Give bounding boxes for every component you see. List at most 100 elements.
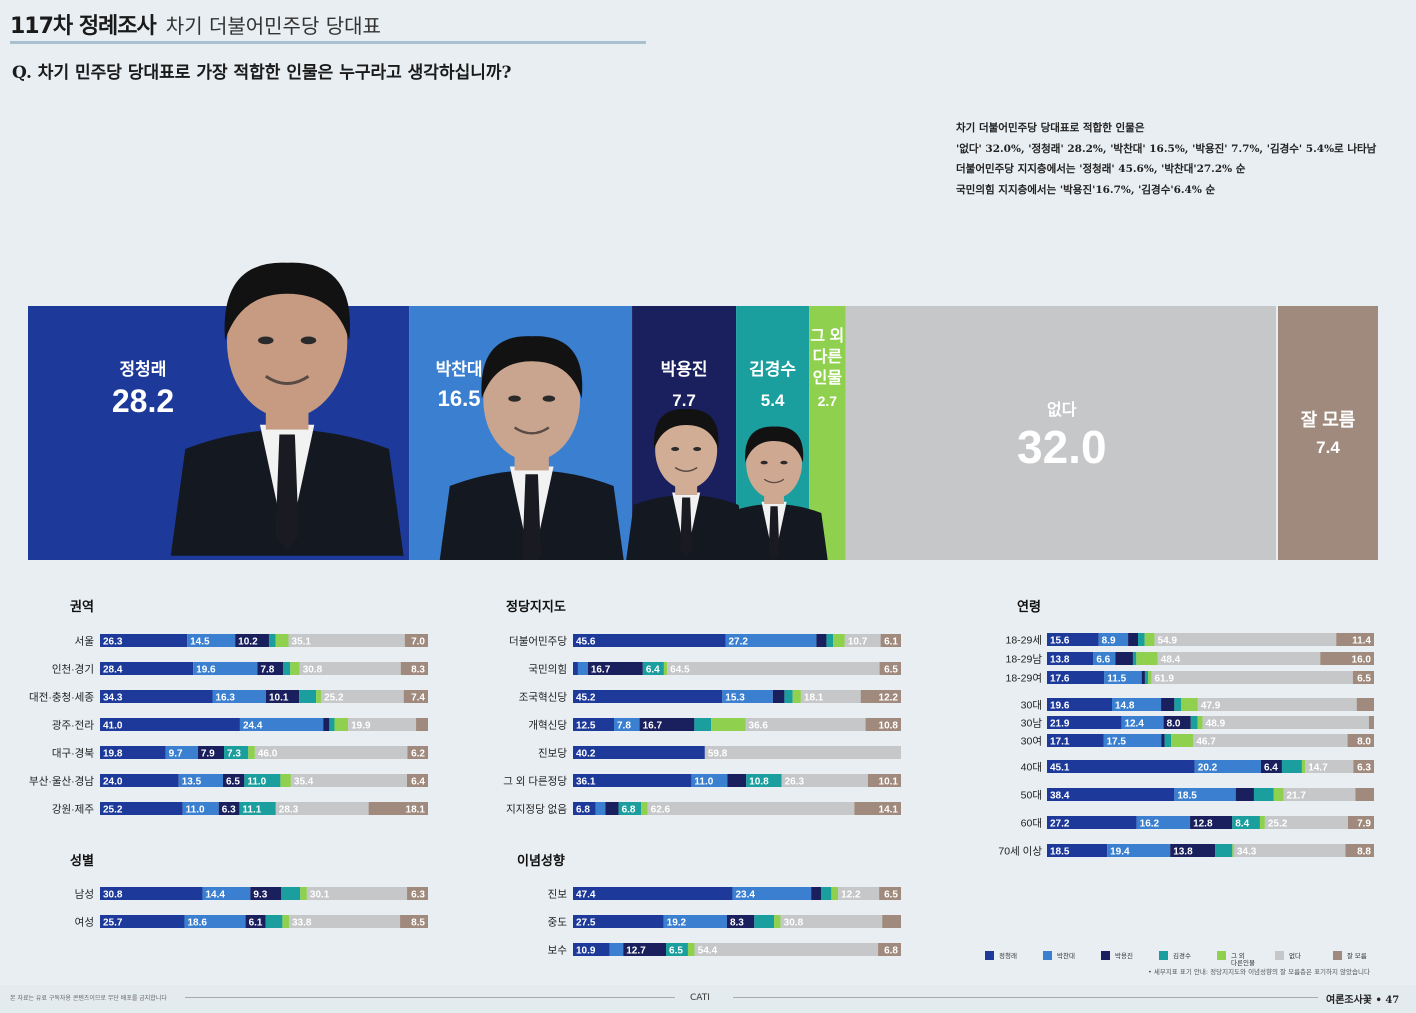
bar-segment — [573, 802, 596, 815]
summary-line-2: '없다' 32.0%, '정청래' 28.2%, '박찬대' 16.5%, '박… — [956, 142, 1377, 155]
bar-value: 6.4 — [1264, 763, 1278, 774]
bar-value: 28.4 — [103, 665, 123, 676]
bar-value: 48.4 — [1161, 655, 1181, 666]
bar-value: 11.4 — [1352, 636, 1371, 647]
bar-segment — [1235, 788, 1254, 801]
summary-line-4: 국민의힘 지지층에서는 '박용진'16.7%, '김경수'6.4% 순 — [956, 183, 1216, 196]
bar-segment — [275, 634, 289, 647]
bar-segment — [704, 746, 901, 759]
bar-segment — [165, 746, 198, 759]
bar-segment — [218, 802, 240, 815]
bar-segment — [416, 718, 428, 731]
bar-segment — [614, 718, 640, 731]
bar-segment — [1115, 652, 1133, 665]
bar-value: 6.1 — [884, 637, 898, 648]
legend-label: 없다 — [1289, 951, 1301, 960]
bar-segment — [407, 746, 428, 759]
bar-segment — [407, 887, 428, 900]
bar-segment — [860, 690, 901, 703]
bar-segment — [282, 915, 289, 928]
bar-value: 28.3 — [279, 805, 299, 816]
bar-segment — [100, 662, 194, 675]
bar-segment — [316, 690, 322, 703]
bar-value: 35.4 — [294, 777, 314, 788]
row-label: 서울 — [75, 636, 95, 648]
bar-segment — [184, 915, 246, 928]
bar-value: 25.7 — [103, 918, 123, 929]
bar-segment — [573, 662, 578, 675]
bar-value: 24.4 — [243, 721, 263, 732]
bar-value: 6.3 — [411, 890, 425, 901]
bar-segment — [281, 887, 301, 900]
bar-segment — [400, 915, 428, 928]
bar-value: 10.9 — [576, 946, 596, 957]
row-label: 진보당 — [538, 748, 567, 760]
bar-value: 59.8 — [708, 749, 728, 760]
bar-segment — [831, 887, 839, 900]
bar-segment — [280, 774, 291, 787]
row-label: 50대 — [1021, 790, 1042, 802]
bar-value: 6.8 — [622, 805, 636, 816]
bar-segment — [780, 915, 883, 928]
bar-segment — [1104, 671, 1142, 684]
legend-label: 정청래 — [999, 951, 1017, 960]
bar-value: 9.3 — [253, 890, 267, 901]
legend-label: 김경수 — [1173, 951, 1191, 960]
bar-segment — [1112, 698, 1162, 711]
legend-label: 박용진 — [1115, 951, 1133, 960]
bar-segment — [800, 690, 861, 703]
bar-value: 13.5 — [182, 777, 202, 788]
row-label: 강원·제주 — [52, 804, 94, 816]
bar-segment — [821, 887, 832, 900]
bar-value: 48.9 — [1206, 719, 1226, 730]
bar-segment — [726, 915, 755, 928]
bar-segment — [605, 802, 619, 815]
row-label: 보수 — [548, 945, 568, 957]
bar-segment — [265, 915, 283, 928]
overall-label-1: 박찬대 — [436, 360, 483, 379]
bar-segment — [781, 774, 868, 787]
bar-value: 19.6 — [196, 665, 216, 676]
bar-segment — [239, 802, 276, 815]
bar-segment — [100, 690, 213, 703]
row-label: 40대 — [1021, 762, 1042, 774]
bar-segment — [288, 634, 405, 647]
bar-segment — [573, 943, 610, 956]
bar-segment — [1121, 716, 1164, 729]
bar-segment — [722, 690, 773, 703]
bar-segment — [1259, 816, 1265, 829]
bar-value: 16.3 — [216, 693, 236, 704]
bar-segment — [202, 887, 251, 900]
bar-segment — [573, 718, 614, 731]
bar-segment — [1347, 734, 1374, 747]
bar-segment — [250, 887, 282, 900]
bar-value: 24.0 — [103, 777, 123, 788]
bar-value: 12.7 — [626, 946, 646, 957]
bar-segment — [573, 746, 705, 759]
row-label: 대전·충청·세종 — [29, 692, 94, 704]
bar-segment — [642, 662, 664, 675]
bar-segment — [1353, 760, 1374, 773]
bar-segment — [100, 802, 183, 815]
row-label: 70세 이상 — [998, 846, 1042, 858]
overall-label-0: 정청래 — [120, 359, 167, 379]
bar-segment — [732, 887, 812, 900]
bar-segment — [1197, 716, 1203, 729]
row-label: 그 외 다른정당 — [503, 776, 567, 788]
bar-segment — [811, 887, 822, 900]
bar-segment — [647, 802, 855, 815]
bar-value: 16.0 — [1352, 655, 1372, 666]
bar-value: 18.5 — [1050, 847, 1070, 858]
bar-value: 25.2 — [103, 805, 123, 816]
bar-value: 54.9 — [1158, 636, 1178, 647]
bar-segment — [1171, 734, 1194, 747]
bar-segment — [1047, 816, 1137, 829]
bar-segment — [754, 915, 775, 928]
row-label: 60대 — [1021, 818, 1042, 830]
bar-segment — [224, 746, 249, 759]
bar-value: 14.4 — [205, 890, 225, 901]
bar-segment — [623, 943, 667, 956]
bar-segment — [100, 746, 166, 759]
bar-segment — [1190, 816, 1233, 829]
bar-segment — [100, 915, 185, 928]
